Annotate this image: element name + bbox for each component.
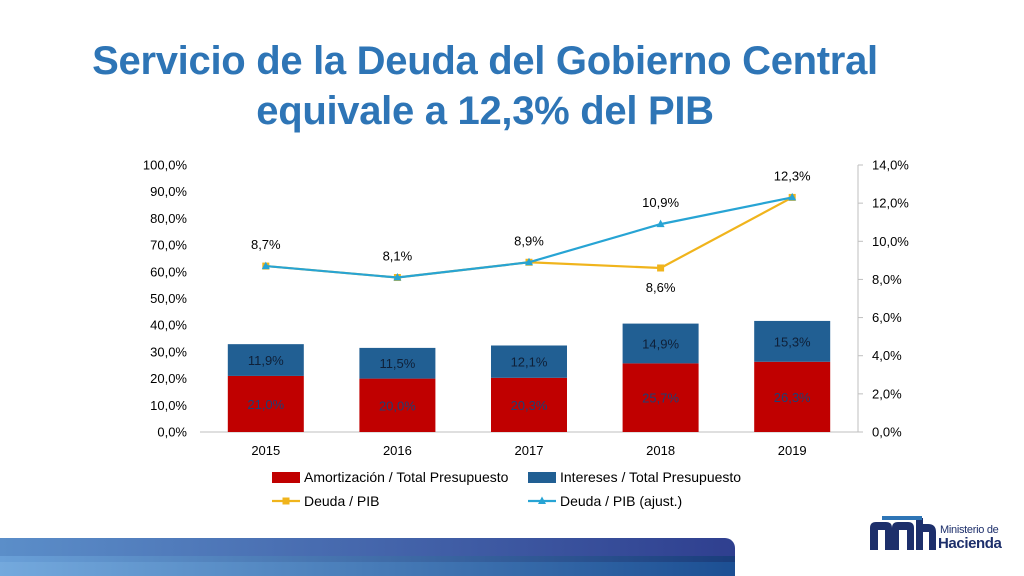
marker-deuda-pib-ajust <box>261 261 270 270</box>
y-right-tick-label: 4,0% <box>872 348 902 363</box>
y-left-tick-label: 40,0% <box>150 318 187 333</box>
label-deuda-pib-ajust: 8,9% <box>514 233 544 248</box>
footer-band <box>0 538 735 576</box>
slide-title-line1: Servicio de la Deuda del Gobierno Centra… <box>92 39 878 83</box>
x-tick-label: 2015 <box>251 443 280 458</box>
bar-intereses <box>227 344 304 376</box>
footer-stripe-top <box>0 538 735 558</box>
y-left-tick-label: 90,0% <box>150 184 187 199</box>
footer-stripe-bottom <box>0 562 735 576</box>
y-left-tick-label: 100,0% <box>143 158 188 173</box>
bar-amortizacion <box>227 375 304 432</box>
legend-label: Deuda / PIB (ajust.) <box>560 493 682 509</box>
label-deuda-pib-ajust: 8,7% <box>251 237 281 252</box>
y-right-tick-label: 12,0% <box>872 196 909 211</box>
label-amortizacion: 26,3% <box>774 390 811 405</box>
x-tick-label: 2017 <box>515 443 544 458</box>
mh-logo-icon <box>870 516 936 550</box>
y-left-tick-label: 60,0% <box>150 264 187 279</box>
label-intereses: 12,1% <box>511 355 548 370</box>
bar-intereses <box>491 345 567 378</box>
label-deuda-pib-ajust: 10,9% <box>642 195 679 210</box>
label-amortizacion: 20,0% <box>379 398 416 413</box>
bar-amortizacion <box>754 361 831 432</box>
marker-deuda-pib-ajust <box>393 273 402 281</box>
label-intereses: 14,9% <box>642 336 679 351</box>
bar-amortizacion <box>622 363 699 432</box>
label-deuda-pib: 8,6% <box>646 280 676 295</box>
y-left-tick-label: 50,0% <box>150 291 187 306</box>
label-deuda-pib-ajust: 12,3% <box>774 168 811 183</box>
y-right-tick-label: 14,0% <box>872 158 909 173</box>
legend-swatch <box>272 472 300 483</box>
marker-deuda-pib-ajust <box>525 257 533 266</box>
label-intereses: 11,5% <box>379 356 415 371</box>
ministerio-hacienda-logo: Ministerio de Hacienda <box>868 514 1008 554</box>
y-right-tick-label: 6,0% <box>872 310 902 325</box>
legend-label: Amortización / Total Presupuesto <box>304 469 509 485</box>
y-right-tick-label: 0,0% <box>872 425 902 440</box>
y-left-tick-label: 0,0% <box>157 425 187 440</box>
y-left-tick-label: 80,0% <box>150 211 187 226</box>
marker-deuda-pib <box>657 264 665 272</box>
logo-line1: Ministerio de <box>940 524 999 536</box>
x-tick-label: 2018 <box>646 443 675 458</box>
label-intereses: 11,9% <box>248 353 284 368</box>
legend-marker <box>538 496 546 504</box>
y-left-tick-label: 30,0% <box>150 344 187 359</box>
legend-swatch <box>528 472 556 483</box>
y-right-tick-label: 2,0% <box>872 386 902 401</box>
slide-title-line2: equivale a 12,3% del PIB <box>256 89 714 133</box>
y-left-tick-label: 10,0% <box>150 398 187 413</box>
bar-intereses <box>754 320 831 362</box>
y-right-tick-label: 10,0% <box>872 234 909 249</box>
bar-intereses <box>622 323 699 364</box>
y-right-tick-label: 8,0% <box>872 272 902 287</box>
bar-amortizacion <box>359 378 436 432</box>
bar-amortizacion <box>491 377 567 432</box>
label-amortizacion: 21,0% <box>247 397 284 412</box>
label-amortizacion: 25,7% <box>642 391 679 406</box>
legend-label: Intereses / Total Presupuesto <box>560 469 741 485</box>
legend-marker <box>282 497 290 505</box>
logo-line2: Hacienda <box>938 535 1002 552</box>
y-left-tick-label: 70,0% <box>150 238 187 253</box>
bar-intereses <box>359 347 436 379</box>
slide-title: Servicio de la Deuda del Gobierno Centra… <box>0 36 970 136</box>
legend-label: Deuda / PIB <box>304 493 380 509</box>
x-tick-label: 2016 <box>383 443 412 458</box>
label-amortizacion: 20,3% <box>511 398 548 413</box>
x-tick-label: 2019 <box>778 443 807 458</box>
marker-deuda-pib-ajust <box>788 192 797 201</box>
label-deuda-pib-ajust: 8,1% <box>383 249 413 264</box>
label-intereses: 15,3% <box>774 334 811 349</box>
marker-deuda-pib-ajust <box>656 219 665 228</box>
y-left-tick-label: 20,0% <box>150 371 187 386</box>
